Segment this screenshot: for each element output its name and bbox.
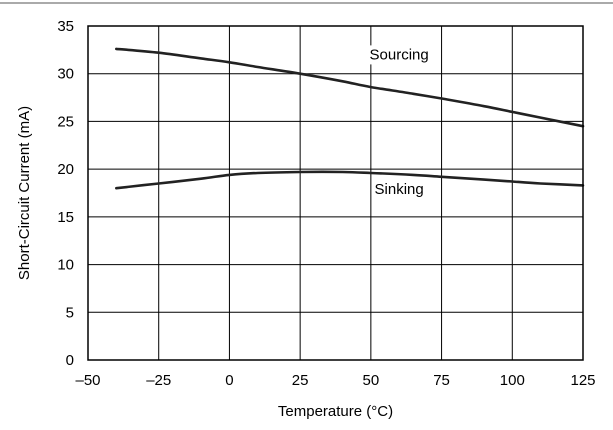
grid xyxy=(87,25,584,361)
x-tick-label: 125 xyxy=(570,372,595,389)
y-tick-label: 5 xyxy=(66,304,74,321)
x-axis-title: Temperature (°C) xyxy=(278,403,393,420)
series-label-sinking: Sinking xyxy=(375,181,424,198)
series-line-sourcing xyxy=(115,47,585,128)
x-tick-label: 0 xyxy=(225,372,233,389)
x-tick-label: 100 xyxy=(500,372,525,389)
series-line-sinking xyxy=(115,170,585,190)
y-tick-label: 20 xyxy=(57,161,74,178)
x-tick-label: 25 xyxy=(292,372,309,389)
x-tick-label: 75 xyxy=(433,372,450,389)
series-label-sourcing: Sourcing xyxy=(370,46,429,63)
x-tick-label: 50 xyxy=(363,372,380,389)
annotations: Sourcing Sinking xyxy=(366,45,432,199)
y-tick-label: 0 xyxy=(66,352,74,369)
y-tick-label: 30 xyxy=(57,66,74,83)
x-tick-label: –25 xyxy=(146,372,171,389)
y-axis-title: Short-Circuit Current (mA) xyxy=(16,106,33,280)
series-layer xyxy=(115,47,585,190)
x-axis-ticks: –50 –25 0 25 50 75 100 125 xyxy=(75,372,595,389)
x-tick-label: –50 xyxy=(75,372,100,389)
series-label-background xyxy=(366,45,432,65)
y-tick-label: 15 xyxy=(57,209,74,226)
series-label-background xyxy=(371,179,427,199)
plot-frame xyxy=(87,25,584,361)
y-tick-label: 25 xyxy=(57,113,74,130)
y-tick-label: 10 xyxy=(57,257,74,274)
y-tick-label: 35 xyxy=(57,18,74,35)
y-axis-ticks: 0 5 10 15 20 25 30 35 xyxy=(57,18,74,369)
